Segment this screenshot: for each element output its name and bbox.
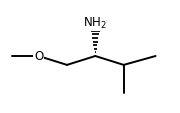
- Text: O: O: [34, 50, 43, 63]
- Text: NH$_2$: NH$_2$: [83, 16, 107, 31]
